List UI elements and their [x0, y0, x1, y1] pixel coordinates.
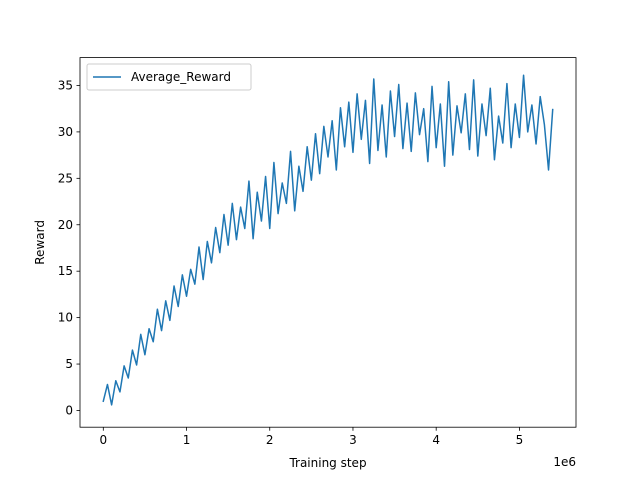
plot-frame [79, 57, 577, 428]
x-tick-label: 0 [99, 433, 107, 447]
x-axis-label: Training step [288, 456, 366, 470]
x-axis-offset-label: 1e6 [553, 455, 576, 469]
y-tick-label: 10 [58, 311, 73, 325]
legend-box [86, 63, 252, 91]
y-axis-label: Reward [33, 220, 47, 265]
plot-area [80, 57, 576, 428]
legend-entry-average-reward: Average_Reward [131, 70, 231, 84]
y-axis: 0 5 10 15 20 25 30 35 [58, 78, 80, 417]
series-line-0 [102, 74, 554, 406]
x-tick-label: 4 [432, 433, 440, 447]
x-tick-label: 5 [516, 433, 524, 447]
y-tick-label: 15 [58, 264, 73, 278]
y-tick-label: 20 [58, 218, 73, 232]
y-tick-label: 25 [58, 171, 73, 185]
series-layer [102, 74, 554, 406]
x-tick-label: 3 [349, 433, 357, 447]
y-tick-label: 0 [65, 403, 73, 417]
x-tick-label: 1 [183, 433, 191, 447]
x-axis: 0 1 2 3 4 5 [99, 427, 523, 447]
legend: Average_Reward [86, 63, 252, 91]
x-tick-label: 2 [266, 433, 274, 447]
y-tick-label: 30 [58, 125, 73, 139]
y-tick-label: 5 [65, 357, 73, 371]
y-tick-label: 35 [58, 78, 73, 92]
